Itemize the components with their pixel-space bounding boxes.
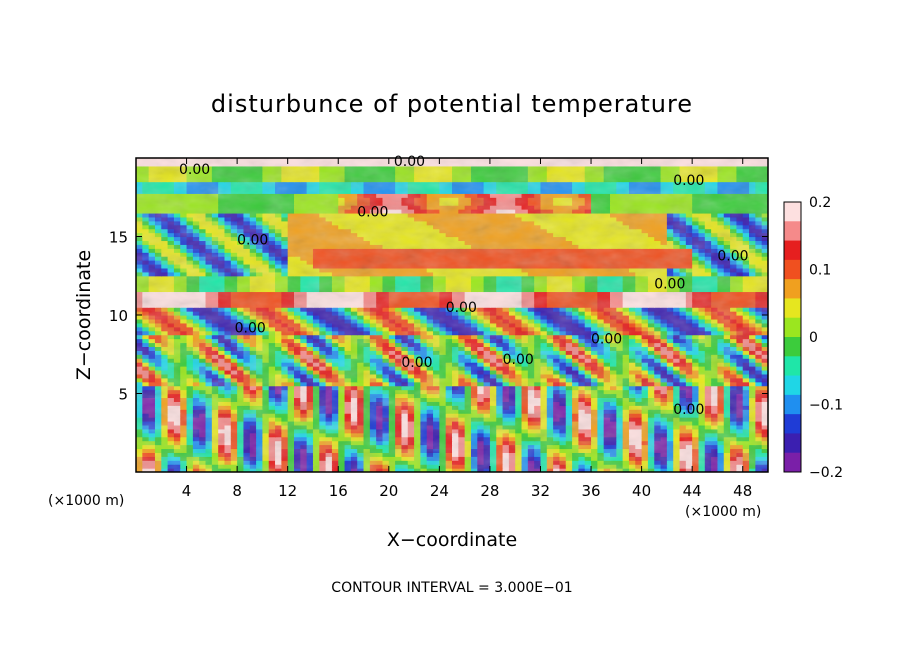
chart-title: disturbunce of potential temperature xyxy=(211,90,693,118)
plot-area xyxy=(136,158,768,472)
